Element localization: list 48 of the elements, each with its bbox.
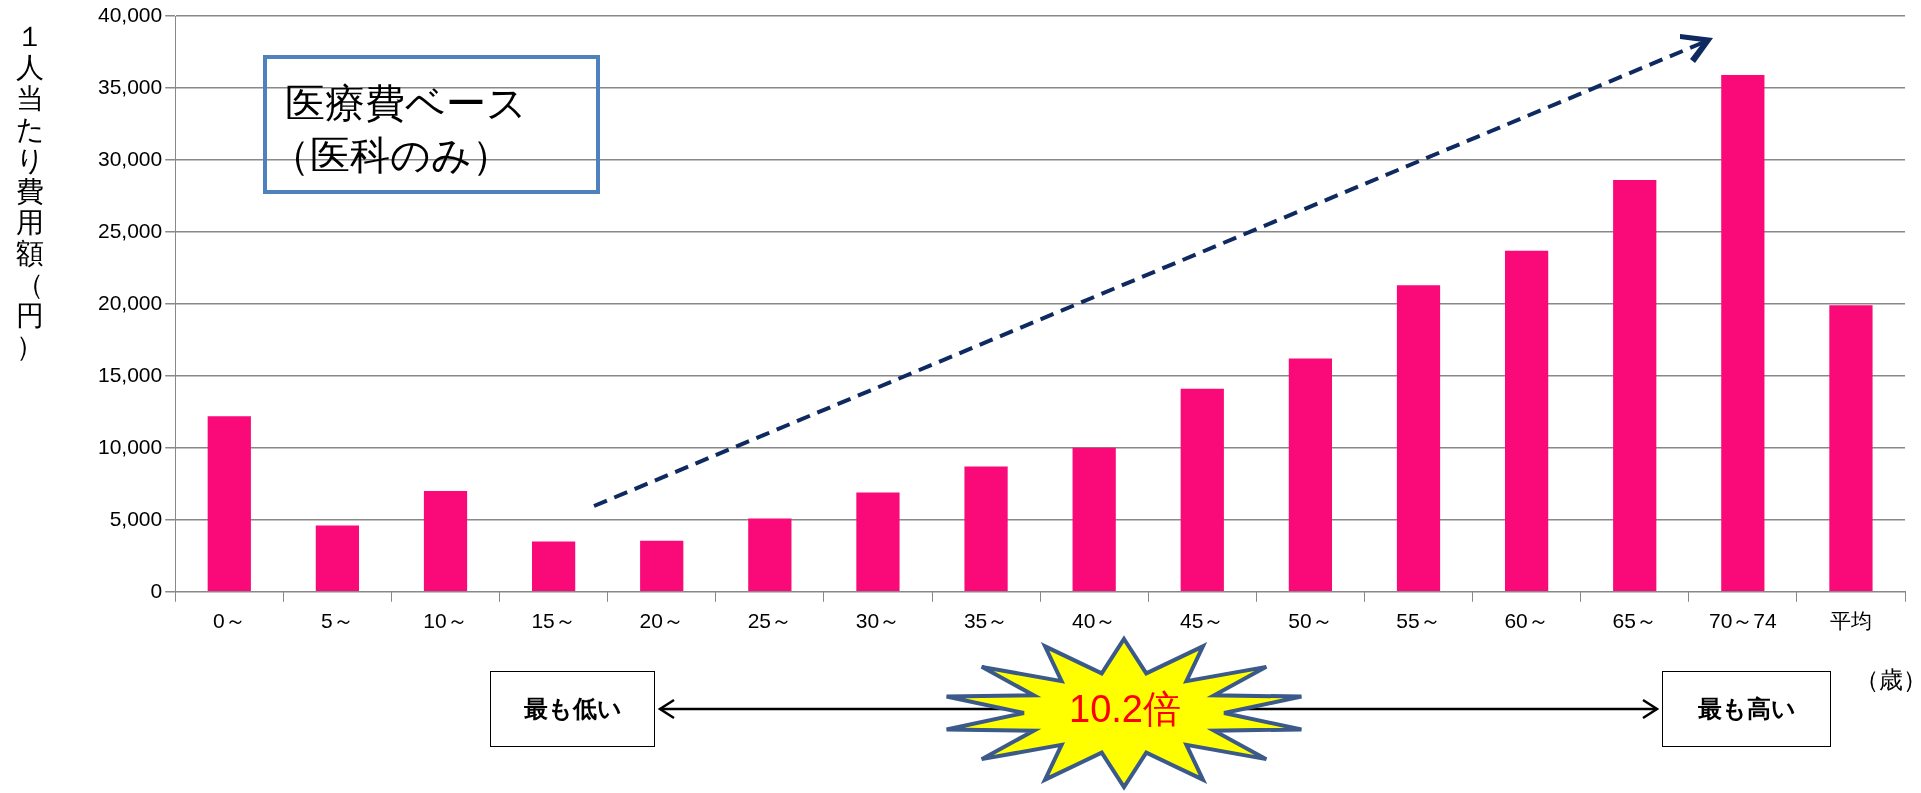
bar bbox=[1721, 75, 1765, 592]
x-tick-label: 70～74 bbox=[1708, 609, 1778, 633]
x-tick-label: 65～ bbox=[1612, 609, 1657, 633]
x-tick-label: 5～ bbox=[321, 609, 354, 633]
x-tick-label: 30～ bbox=[855, 609, 901, 633]
x-tick-label: 35～ bbox=[963, 609, 1009, 633]
x-tick-label: 40～ bbox=[1071, 609, 1117, 633]
y-tick-label: 40,000 bbox=[98, 2, 163, 26]
y-tick-label: 10,000 bbox=[98, 434, 163, 458]
y-tick-label: 25,000 bbox=[98, 218, 163, 242]
text: 最も高い bbox=[1697, 694, 1796, 725]
x-tick-label: 45～ bbox=[1180, 609, 1225, 633]
bar bbox=[1180, 388, 1224, 592]
text: １人当たり費用額（円） bbox=[15, 21, 45, 362]
bar bbox=[964, 466, 1008, 592]
bar bbox=[1613, 180, 1657, 592]
bar bbox=[315, 525, 360, 592]
x-tick-label: 55～ bbox=[1396, 609, 1441, 633]
x-tick-label: 0～ bbox=[212, 609, 246, 633]
bar bbox=[1072, 447, 1116, 592]
y-tick-label: 5,000 bbox=[109, 506, 163, 530]
x-tick-label: 20～ bbox=[639, 609, 684, 633]
x-tick-label: 15～ bbox=[531, 609, 576, 633]
bar bbox=[1396, 285, 1441, 592]
y-tick-label: 20,000 bbox=[98, 290, 163, 314]
bar bbox=[1829, 305, 1873, 592]
y-tick-label: 15,000 bbox=[98, 362, 163, 386]
x-tick-label: 50～ bbox=[1288, 609, 1333, 633]
bar bbox=[640, 540, 684, 592]
x-tick-label: 平均 bbox=[1829, 609, 1872, 633]
annotation: 医療費ベース bbox=[285, 80, 527, 127]
annotation: （医科のみ） bbox=[270, 132, 512, 179]
bar bbox=[1288, 358, 1333, 592]
bar bbox=[1504, 250, 1549, 592]
bar bbox=[856, 492, 900, 592]
text: 最も低い bbox=[523, 694, 622, 725]
bar bbox=[532, 541, 576, 592]
bar bbox=[207, 416, 251, 592]
x-tick-label: 10～ bbox=[423, 609, 468, 633]
y-tick-label: 0 bbox=[150, 578, 163, 602]
x-axis-title: （歳） bbox=[1855, 665, 1921, 695]
x-tick-label: 25～ bbox=[747, 609, 793, 633]
y-tick-label: 35,000 bbox=[98, 74, 163, 98]
x-tick-label: 60～ bbox=[1504, 609, 1549, 633]
y-tick-label: 30,000 bbox=[98, 146, 163, 170]
bar bbox=[748, 518, 792, 592]
bar bbox=[423, 491, 468, 592]
text: 10.2倍 bbox=[1069, 687, 1181, 733]
